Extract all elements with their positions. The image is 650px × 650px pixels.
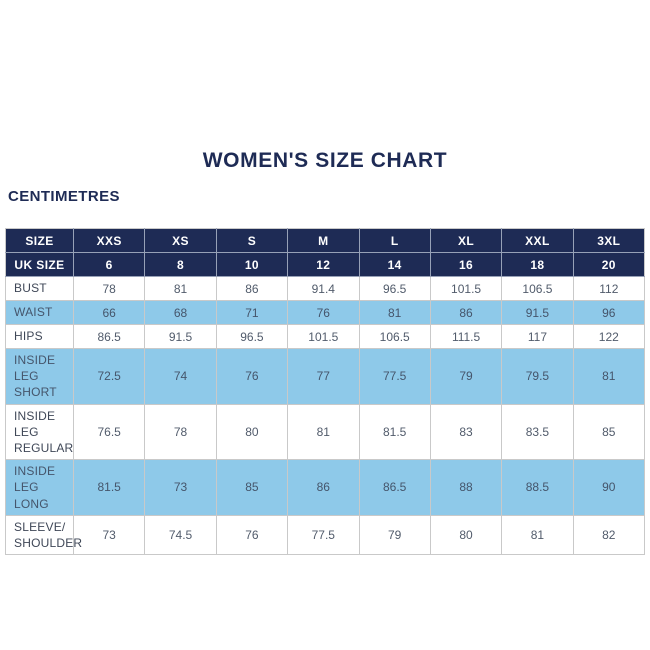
- header-cell: 20: [572, 252, 646, 277]
- table-cell: 81: [358, 300, 431, 325]
- table-cell: 79: [429, 348, 503, 405]
- table-cell: 77: [287, 348, 360, 405]
- table-cell: 81: [501, 514, 574, 556]
- table-header: SIZE XXS XS S M L XL XXL 3XL UK SIZE 6 8 10 12 14 16 18 2…: [5, 228, 646, 277]
- table-cell: 111.5: [429, 324, 503, 349]
- row-label: BUST: [5, 276, 74, 301]
- table-row: BUST 78 81 86 91.4 96.5 101.5 106.5 112: [5, 276, 646, 301]
- table-cell: 85: [215, 459, 289, 516]
- table-cell: 96.5: [358, 276, 431, 301]
- row-label: HIPS: [5, 324, 74, 349]
- header-cell: S: [215, 228, 289, 253]
- table-cell: 66: [72, 300, 146, 325]
- table-cell: 96.5: [215, 324, 289, 349]
- table-cell: 71: [215, 300, 289, 325]
- table-row: INSIDE LEG SHORT 72.5 74 76 77 77.5 79 79.5 81: [5, 348, 646, 405]
- header-cell: 6: [72, 252, 146, 277]
- table-cell: 78: [144, 403, 217, 461]
- table-cell: 73: [72, 514, 146, 556]
- header-cell: 12: [287, 252, 360, 277]
- table-cell: 86: [215, 276, 289, 301]
- units-label: CENTIMETRES: [8, 188, 120, 205]
- table-cell: 96: [572, 300, 646, 325]
- table-row: WAIST 66 68 71 76 81 86 91.5 96: [5, 300, 646, 325]
- table-cell: 106.5: [501, 276, 574, 301]
- table-cell: 68: [144, 300, 217, 325]
- table-cell: 83.5: [501, 403, 574, 461]
- row-label: INSIDE LEG LONG: [5, 459, 74, 516]
- table-cell: 77.5: [358, 348, 431, 405]
- table-cell: 76: [215, 514, 289, 556]
- header-cell: 14: [358, 252, 431, 277]
- header-cell: L: [358, 228, 431, 253]
- table-cell: 91.4: [287, 276, 360, 301]
- table-body: BUST 78 81 86 91.4 96.5 101.5 106.5 112 WAIST 66 68…: [5, 276, 646, 556]
- row-label: WAIST: [5, 300, 74, 325]
- table-cell: 83: [429, 403, 503, 461]
- table-cell: 78: [72, 276, 146, 301]
- table-cell: 117: [501, 324, 574, 349]
- header-cell: 3XL: [572, 228, 646, 253]
- table-cell: 86.5: [358, 459, 431, 516]
- table-cell: 101.5: [287, 324, 360, 349]
- header-cell: XXS: [72, 228, 146, 253]
- header-cell: XL: [429, 228, 503, 253]
- header-cell: 16: [429, 252, 503, 277]
- table-row: INSIDE LEG LONG 81.5 73 85 86 86.5 88 88.5 90: [5, 459, 646, 516]
- header-cell: M: [287, 228, 360, 253]
- table-cell: 86.5: [72, 324, 146, 349]
- header-cell: XXL: [501, 228, 574, 253]
- header-cell: 10: [215, 252, 289, 277]
- table-cell: 81: [572, 348, 646, 405]
- table-row: INSIDE LEG REGULAR 76.5 78 80 81 81.5 83 83.5 85: [5, 403, 646, 461]
- table-cell: 81.5: [72, 459, 146, 516]
- table-cell: 88: [429, 459, 503, 516]
- header-cell: 18: [501, 252, 574, 277]
- header-cell: XS: [144, 228, 217, 253]
- table-cell: 101.5: [429, 276, 503, 301]
- row-label: SLEEVE/ SHOULDER: [5, 514, 82, 556]
- table-row: HIPS 86.5 91.5 96.5 101.5 106.5 111.5 117 122: [5, 324, 646, 349]
- table-cell: 85: [572, 403, 646, 461]
- table-cell: 112: [572, 276, 646, 301]
- table-cell: 80: [429, 514, 503, 556]
- table-cell: 74.5: [144, 514, 217, 556]
- header-row-label: SIZE: [5, 228, 74, 253]
- table-cell: 82: [572, 514, 646, 556]
- table-cell: 76: [287, 300, 360, 325]
- table-cell: 81: [287, 403, 360, 461]
- table-row: SLEEVE/ SHOULDER 73 74.5 76 77.5 79 80 81 82: [5, 514, 646, 556]
- table-cell: 81: [144, 276, 217, 301]
- table-cell: 79.5: [501, 348, 574, 405]
- header-cell: 8: [144, 252, 217, 277]
- table-cell: 77.5: [287, 514, 360, 556]
- size-chart-table: SIZE XXS XS S M L XL XXL 3XL UK SIZE 6 8 10 12 14 16 18 2…: [5, 228, 646, 556]
- table-cell: 91.5: [501, 300, 574, 325]
- table-cell: 80: [215, 403, 289, 461]
- table-cell: 79: [358, 514, 431, 556]
- table-cell: 81.5: [358, 403, 431, 461]
- table-cell: 72.5: [72, 348, 146, 405]
- table-cell: 91.5: [144, 324, 217, 349]
- table-cell: 76.5: [72, 403, 146, 461]
- table-cell: 74: [144, 348, 217, 405]
- table-cell: 73: [144, 459, 217, 516]
- row-label: INSIDE LEG REGULAR: [5, 403, 74, 461]
- page-title: WOMEN'S SIZE CHART: [202, 149, 448, 172]
- header-row-label: UK SIZE: [5, 252, 74, 277]
- header-row: SIZE XXS XS S M L XL XXL 3XL: [5, 228, 646, 253]
- table-cell: 76: [215, 348, 289, 405]
- table-cell: 122: [572, 324, 646, 349]
- table-cell: 106.5: [358, 324, 431, 349]
- header-row: UK SIZE 6 8 10 12 14 16 18 20: [5, 252, 646, 277]
- row-label: INSIDE LEG SHORT: [5, 348, 74, 405]
- table-cell: 86: [287, 459, 360, 516]
- table-cell: 88.5: [501, 459, 574, 516]
- table-cell: 86: [429, 300, 503, 325]
- table-cell: 90: [572, 459, 646, 516]
